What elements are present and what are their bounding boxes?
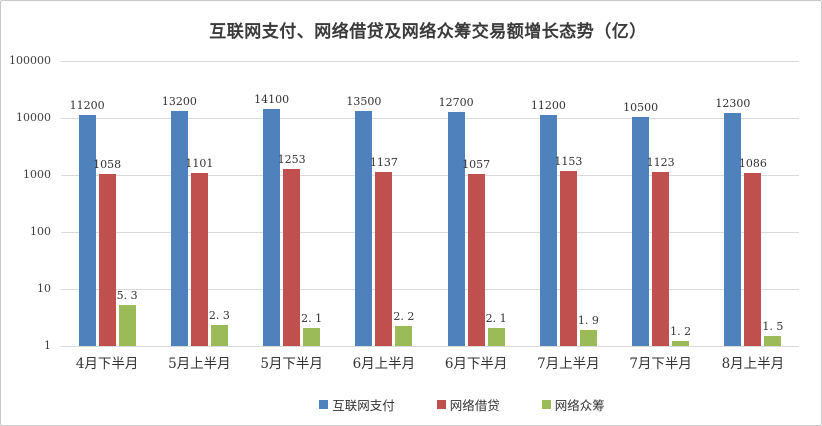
x-axis-label: 8月上半月 — [721, 356, 785, 372]
bar-网络借贷 — [744, 172, 762, 346]
x-axis-label: 7月下半月 — [629, 356, 692, 372]
bar-网络借贷 — [652, 172, 670, 346]
bar-互联网支付 — [170, 111, 188, 346]
x-axis-label: 5月上半月 — [168, 356, 231, 372]
legend-item-网络借贷: 网络借贷 — [436, 395, 500, 414]
bar-网络借贷 — [559, 171, 577, 346]
bar-value-label: 12700 — [438, 96, 474, 110]
bar-网络众筹 — [303, 327, 321, 346]
y-tick-label: 100 — [30, 225, 51, 238]
legend-swatch-icon — [541, 400, 551, 409]
legend-swatch-icon — [436, 400, 446, 409]
bar-网络借贷 — [283, 169, 301, 346]
bar-网络借贷 — [98, 173, 116, 346]
bar-value-label: 1086 — [738, 156, 767, 170]
bar-网络众筹 — [395, 326, 413, 346]
bar-网络众筹 — [764, 335, 782, 346]
bar-互联网支付 — [355, 110, 373, 346]
bar-value-label: 13200 — [161, 95, 197, 109]
legend-item-互联网支付: 互联网支付 — [319, 395, 395, 414]
bar-value-label: 1153 — [554, 155, 583, 169]
bar-网络众筹 — [672, 341, 690, 346]
bar-网络众筹 — [579, 330, 597, 346]
plot-area: 11200 1058 5. 3 13200 1101 2. 3 14100 1253 2. 1 1… — [61, 60, 799, 347]
legend-label: 网络众筹 — [554, 398, 605, 413]
x-axis-label: 7月上半月 — [537, 356, 600, 372]
chart-title: 互联网支付、网络借贷及网络众筹交易额增长态势（亿） — [209, 22, 647, 41]
bar-value-label: 1137 — [369, 155, 398, 169]
bar-value-label: 2. 1 — [485, 311, 507, 325]
y-tick-label: 100000 — [9, 54, 51, 67]
bar-value-label: 13500 — [346, 94, 382, 108]
y-tick-label: 1 — [44, 339, 51, 352]
gridline — [61, 231, 799, 233]
gridline — [61, 345, 799, 347]
bar-value-label: 12300 — [715, 96, 751, 110]
gridline — [61, 60, 799, 62]
x-axis-label: 4月下半月 — [75, 356, 139, 372]
bar-网络借贷 — [375, 171, 393, 346]
bar-value-label: 1253 — [277, 153, 306, 167]
legend-label: 网络借贷 — [449, 398, 500, 413]
legend-label: 互联网支付 — [332, 398, 395, 413]
gridline — [61, 117, 799, 119]
bar-value-label: 10500 — [623, 100, 659, 114]
bar-value-label: 1057 — [462, 157, 491, 171]
bar-value-label: 1. 9 — [577, 314, 599, 328]
bar-value-label: 14100 — [254, 93, 290, 107]
bar-value-label: 1. 2 — [670, 325, 692, 339]
y-axis: 1 10 100 1000 10000 100000 — [1, 55, 55, 352]
bar-网络借贷 — [467, 173, 485, 346]
bar-value-label: 11200 — [69, 99, 105, 113]
bar-value-label: 1101 — [185, 156, 214, 170]
bar-互联网支付 — [447, 112, 465, 346]
legend: 互联网支付 网络借贷 网络众筹 — [52, 395, 821, 414]
bar-网络借贷 — [190, 172, 208, 346]
bar-网络众筹 — [118, 304, 136, 346]
bar-value-label: 1. 5 — [762, 319, 784, 333]
bar-value-label: 2. 3 — [208, 309, 230, 323]
bar-网络众筹 — [210, 325, 228, 346]
bar-互联网支付 — [539, 115, 557, 346]
bar-互联网支付 — [78, 115, 96, 346]
bar-互联网支付 — [263, 109, 281, 346]
gridline — [61, 174, 799, 176]
bar-互联网支付 — [632, 116, 650, 346]
bar-value-label: 2. 2 — [393, 310, 415, 324]
bar-网络众筹 — [487, 327, 505, 346]
bar-value-label: 1058 — [93, 157, 122, 171]
bar-value-label: 5. 3 — [116, 288, 138, 302]
bar-value-label: 11200 — [530, 99, 566, 113]
x-axis-label: 5月下半月 — [260, 356, 323, 372]
y-tick-label: 10 — [37, 282, 51, 295]
gridline — [61, 288, 799, 290]
legend-item-网络众筹: 网络众筹 — [541, 395, 605, 414]
bar-value-label: 2. 1 — [301, 311, 323, 325]
y-tick-label: 1000 — [23, 168, 51, 181]
x-axis-label: 6月下半月 — [444, 356, 508, 372]
bar-互联网支付 — [724, 112, 742, 346]
legend-swatch-icon — [319, 400, 329, 409]
bar-value-label: 1123 — [646, 156, 675, 170]
y-tick-label: 10000 — [16, 111, 51, 124]
x-axis-label: 6月上半月 — [352, 356, 416, 372]
x-axis: 4月下半月 5月上半月 5月下半月 6月上半月 6月下半月 7月上半月 7月下半月 8月上半月 — [61, 352, 799, 372]
